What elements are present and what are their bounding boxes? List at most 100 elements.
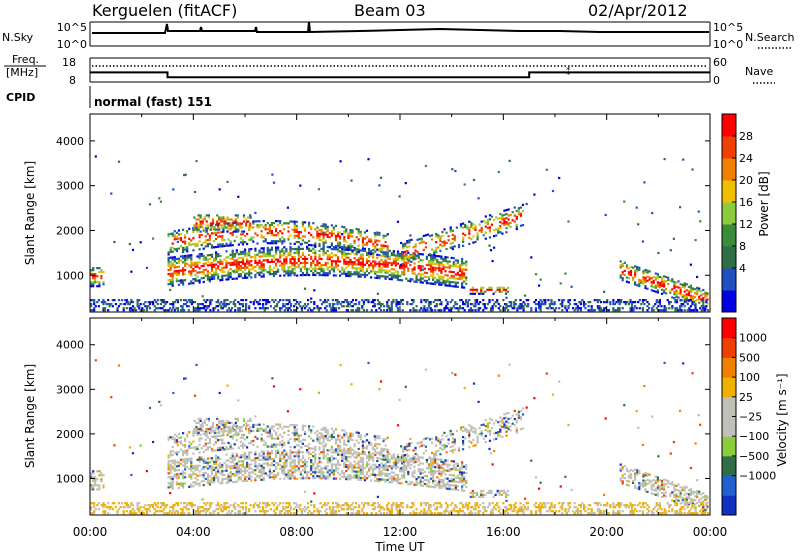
range-gate-cell <box>332 270 335 273</box>
range-gate-cell <box>206 272 209 275</box>
range-gate-cell <box>236 216 239 219</box>
range-gate-cell <box>265 303 268 306</box>
range-gate-cell <box>564 272 567 275</box>
range-gate-cell <box>451 233 454 236</box>
range-gate-cell <box>279 238 282 241</box>
range-gate-cell <box>293 228 296 231</box>
range-gate-cell <box>167 462 170 465</box>
range-gate-cell <box>239 252 242 256</box>
range-gate-cell <box>221 268 224 271</box>
range-gate-cell <box>172 305 175 308</box>
range-gate-cell <box>530 309 533 312</box>
range-gate-cell <box>136 305 139 308</box>
range-gate-cell <box>234 299 237 302</box>
range-gate-cell <box>376 248 379 251</box>
range-gate-cell <box>687 290 690 293</box>
range-gate-cell <box>485 307 488 310</box>
range-gate-cell <box>337 250 340 253</box>
range-gate-cell <box>347 270 350 274</box>
range-gate-cell <box>283 258 286 261</box>
range-gate-cell <box>312 222 315 225</box>
range-gate-cell <box>691 287 695 290</box>
range-gate-cell <box>627 273 630 276</box>
range-gate-cell <box>229 228 232 231</box>
range-gate-cell <box>374 473 377 476</box>
range-gate-cell <box>306 451 309 454</box>
range-gate-cell <box>148 203 152 206</box>
range-gate-cell <box>260 224 263 227</box>
range-gate-cell <box>188 272 191 275</box>
range-gate-cell <box>330 232 333 235</box>
range-gate-cell <box>542 303 545 306</box>
range-gate-cell <box>235 235 238 238</box>
range-gate-cell <box>281 469 284 472</box>
range-gate-cell <box>448 284 451 287</box>
range-gate-cell <box>220 224 223 227</box>
range-gate-cell <box>169 476 172 479</box>
range-gate-cell <box>196 464 199 467</box>
range-gate-cell <box>287 439 290 442</box>
range-gate-cell <box>337 463 340 466</box>
range-gate-cell <box>262 263 265 266</box>
range-gate-cell <box>215 301 218 304</box>
range-gate-cell <box>320 428 323 431</box>
range-gate-cell <box>507 224 510 227</box>
range-gate-cell <box>465 268 468 271</box>
range-gate-cell <box>435 251 438 254</box>
range-gate-cell <box>254 247 257 250</box>
range-gate-cell <box>248 471 251 474</box>
range-gate-cell <box>279 457 282 460</box>
range-gate-cell <box>445 299 448 302</box>
range-gate-cell <box>326 459 329 462</box>
range-gate-cell <box>357 250 360 253</box>
range-gate-cell <box>229 467 232 470</box>
range-gate-cell <box>202 272 205 275</box>
velocity-scatter <box>90 359 710 515</box>
range-gate-cell <box>225 463 228 466</box>
range-gate-cell <box>328 272 331 275</box>
range-gate-cell <box>186 451 189 454</box>
range-gate-cell <box>283 268 286 271</box>
range-gate-cell <box>200 271 203 274</box>
range-gate-cell <box>376 239 379 242</box>
range-gate-cell <box>370 301 373 304</box>
range-gate-cell <box>314 263 317 267</box>
range-gate-cell <box>310 297 313 300</box>
range-gate-cell <box>345 272 348 275</box>
range-gate-cell <box>368 264 371 267</box>
range-gate-cell <box>182 486 185 489</box>
range-gate-cell <box>223 222 226 225</box>
range-gate-cell <box>403 271 406 274</box>
range-gate-cell <box>437 236 440 239</box>
range-gate-cell <box>297 233 300 236</box>
range-gate-cell <box>374 245 377 248</box>
range-gate-cell <box>332 451 335 454</box>
range-gate-cell <box>250 459 253 462</box>
range-gate-cell <box>283 425 286 428</box>
range-gate-cell <box>186 256 189 259</box>
range-gate-cell <box>188 447 191 450</box>
range-gate-cell <box>142 303 145 306</box>
range-gate-cell <box>301 424 304 427</box>
range-gate-cell <box>403 265 406 268</box>
range-gate-cell <box>463 465 466 468</box>
range-gate-cell <box>322 453 325 456</box>
range-gate-cell <box>609 303 612 306</box>
range-gate-cell <box>238 303 241 306</box>
range-gate-cell <box>306 257 309 260</box>
range-gate-cell <box>503 307 507 310</box>
range-gate-cell <box>275 264 278 267</box>
range-gate-cell <box>169 268 172 271</box>
range-gate-cell <box>407 279 410 282</box>
range-gate-cell <box>363 479 366 482</box>
range-gate-cell <box>411 471 414 474</box>
range-gate-cell <box>256 234 259 237</box>
range-gate-cell <box>452 305 455 308</box>
range-gate-cell <box>484 221 487 224</box>
range-gate-cell <box>175 451 178 454</box>
range-gate-cell <box>318 232 321 235</box>
y-tick-label: 1000 <box>56 269 84 282</box>
range-gate-cell <box>482 303 485 306</box>
range-gate-cell <box>345 262 348 265</box>
range-gate-cell <box>654 290 657 293</box>
